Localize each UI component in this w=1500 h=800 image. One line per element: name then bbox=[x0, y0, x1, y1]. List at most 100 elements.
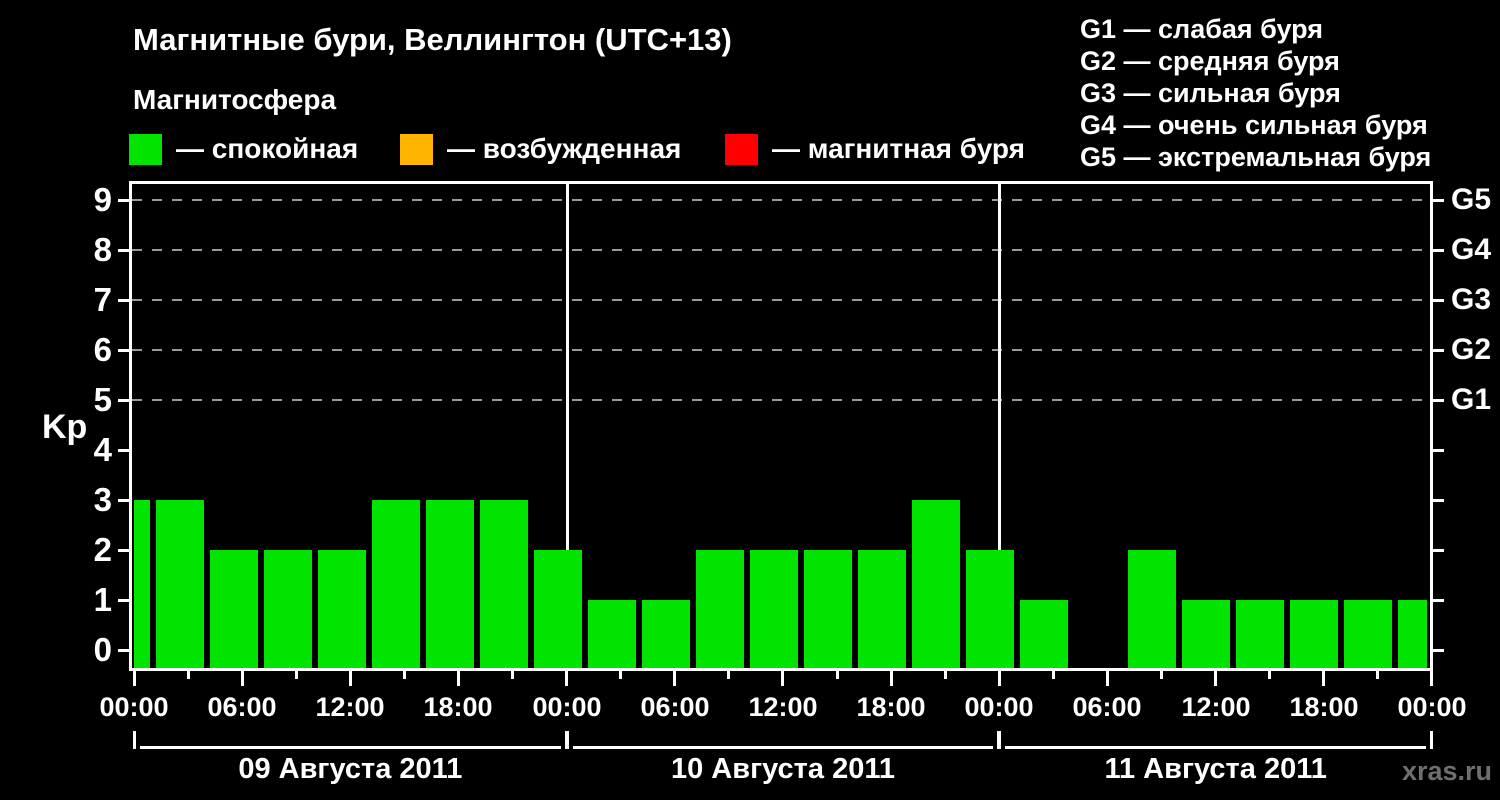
x-axis-minor-tick bbox=[1268, 671, 1271, 679]
g-axis-label-G4: G4 bbox=[1451, 233, 1492, 266]
kp-bar bbox=[1290, 600, 1338, 668]
gridline-kp-7 bbox=[132, 299, 1430, 301]
y-axis-label-8: 8 bbox=[93, 231, 112, 268]
x-axis-time-label: 00:00 bbox=[99, 692, 169, 722]
kp-bar bbox=[1398, 600, 1427, 668]
y-axis-label-5: 5 bbox=[93, 381, 112, 418]
y-axis-tick-right bbox=[1433, 499, 1444, 502]
y-axis-label-2: 2 bbox=[93, 531, 112, 568]
gridline-kp-8 bbox=[132, 249, 1430, 251]
y-axis-tick-right bbox=[1433, 399, 1444, 402]
day-bracket-end-tick bbox=[565, 731, 569, 749]
kp-bar bbox=[966, 550, 1014, 668]
g-scale-line-2: G2 — средняя буря bbox=[1080, 46, 1340, 76]
y-axis-tick-left bbox=[118, 349, 129, 352]
y-axis-tick-right bbox=[1433, 299, 1444, 302]
x-axis-minor-tick bbox=[1052, 671, 1055, 679]
x-axis-major-tick bbox=[457, 671, 460, 686]
x-axis-major-tick bbox=[565, 671, 568, 686]
legend-label-storm: — магнитная буря bbox=[772, 133, 1025, 164]
y-axis-tick-left bbox=[118, 499, 129, 502]
legend-swatch-calm bbox=[129, 134, 162, 165]
y-axis-label-0: 0 bbox=[93, 631, 112, 668]
kp-bar bbox=[264, 550, 312, 668]
y-axis-tick-right bbox=[1433, 199, 1444, 202]
y-axis-tick-left bbox=[118, 449, 129, 452]
kp-bar bbox=[480, 500, 528, 668]
y-axis-label-7: 7 bbox=[93, 281, 112, 318]
gridline-kp-5 bbox=[132, 399, 1430, 401]
x-axis-minor-tick bbox=[1376, 671, 1379, 679]
x-axis-major-tick bbox=[1430, 671, 1433, 686]
x-axis-time-label: 00:00 bbox=[964, 692, 1034, 722]
x-axis-time-label: 18:00 bbox=[1289, 692, 1359, 722]
kp-bar bbox=[1182, 600, 1230, 668]
date-label: 09 Августа 2011 bbox=[238, 753, 463, 785]
x-axis-minor-tick bbox=[511, 671, 514, 679]
x-axis-minor-tick bbox=[295, 671, 298, 679]
y-axis-tick-right bbox=[1433, 449, 1444, 452]
watermark: xras.ru bbox=[1401, 756, 1492, 786]
y-axis-label-4: 4 bbox=[93, 431, 112, 468]
x-axis-major-tick bbox=[1106, 671, 1109, 686]
kp-bar bbox=[1128, 550, 1176, 668]
y-axis-tick-left bbox=[118, 249, 129, 252]
g-axis-label-G3: G3 bbox=[1451, 283, 1492, 316]
g-axis-label-G5: G5 bbox=[1451, 183, 1492, 216]
x-axis-time-label: 00:00 bbox=[1397, 692, 1467, 722]
y-axis-tick-right bbox=[1433, 649, 1444, 652]
y-axis-tick-left bbox=[118, 399, 129, 402]
kp-bar bbox=[912, 500, 960, 668]
plot-frame-left bbox=[129, 181, 132, 671]
kp-bar bbox=[1020, 600, 1068, 668]
x-axis-time-label: 18:00 bbox=[423, 692, 493, 722]
day-bracket-end-tick bbox=[998, 731, 1002, 749]
day-separator-2 bbox=[998, 184, 1001, 668]
kp-bar bbox=[858, 550, 906, 668]
y-axis-title: Kp bbox=[42, 408, 88, 446]
day-bracket-line bbox=[572, 746, 994, 749]
x-axis-minor-tick bbox=[836, 671, 839, 679]
x-axis-minor-tick bbox=[944, 671, 947, 679]
legend-swatch-disturbed bbox=[400, 134, 433, 165]
x-axis-minor-tick bbox=[1160, 671, 1163, 679]
date-label: 10 Августа 2011 bbox=[670, 753, 895, 785]
kp-bar bbox=[696, 550, 744, 668]
kp-bar bbox=[1344, 600, 1392, 668]
day-bracket-end-tick bbox=[1430, 731, 1433, 749]
y-axis-tick-right bbox=[1433, 549, 1444, 552]
y-axis-tick-left bbox=[118, 299, 129, 302]
kp-bar bbox=[1236, 600, 1284, 668]
kp-bar bbox=[642, 600, 690, 668]
day-bracket-line bbox=[1005, 746, 1426, 749]
y-axis-tick-right bbox=[1433, 349, 1444, 352]
g-scale-line-1: G1 — слабая буря bbox=[1080, 14, 1324, 44]
y-axis-label-6: 6 bbox=[93, 331, 112, 368]
g-scale-line-5: G5 — экстремальная буря bbox=[1080, 142, 1432, 172]
day-separator-1 bbox=[565, 184, 569, 668]
y-axis-tick-left bbox=[118, 599, 129, 602]
x-axis-major-tick bbox=[241, 671, 244, 686]
kp-bar bbox=[804, 550, 852, 668]
y-axis-label-1: 1 bbox=[93, 581, 112, 618]
y-axis-label-9: 9 bbox=[93, 181, 112, 218]
g-axis-label-G1: G1 bbox=[1451, 383, 1492, 416]
x-axis-major-tick bbox=[349, 671, 352, 686]
x-axis-time-label: 00:00 bbox=[532, 692, 602, 722]
kp-bar bbox=[534, 550, 582, 668]
legend-label-disturbed: — возбужденная bbox=[447, 133, 682, 164]
x-axis-major-tick bbox=[1214, 671, 1217, 686]
y-axis-tick-left bbox=[118, 549, 129, 552]
date-label: 11 Августа 2011 bbox=[1104, 753, 1327, 785]
g-scale-line-4: G4 — очень сильная буря bbox=[1080, 110, 1428, 140]
x-axis-major-tick bbox=[133, 671, 136, 686]
kp-bar bbox=[156, 500, 204, 668]
x-axis-major-tick bbox=[673, 671, 676, 686]
x-axis-minor-tick bbox=[403, 671, 406, 679]
legend-label-calm: — спокойная bbox=[176, 133, 359, 164]
x-axis-time-label: 06:00 bbox=[207, 692, 277, 722]
plot-frame-bottom bbox=[129, 668, 1433, 671]
y-axis-tick-right bbox=[1433, 599, 1444, 602]
y-axis-tick-left bbox=[118, 199, 129, 202]
